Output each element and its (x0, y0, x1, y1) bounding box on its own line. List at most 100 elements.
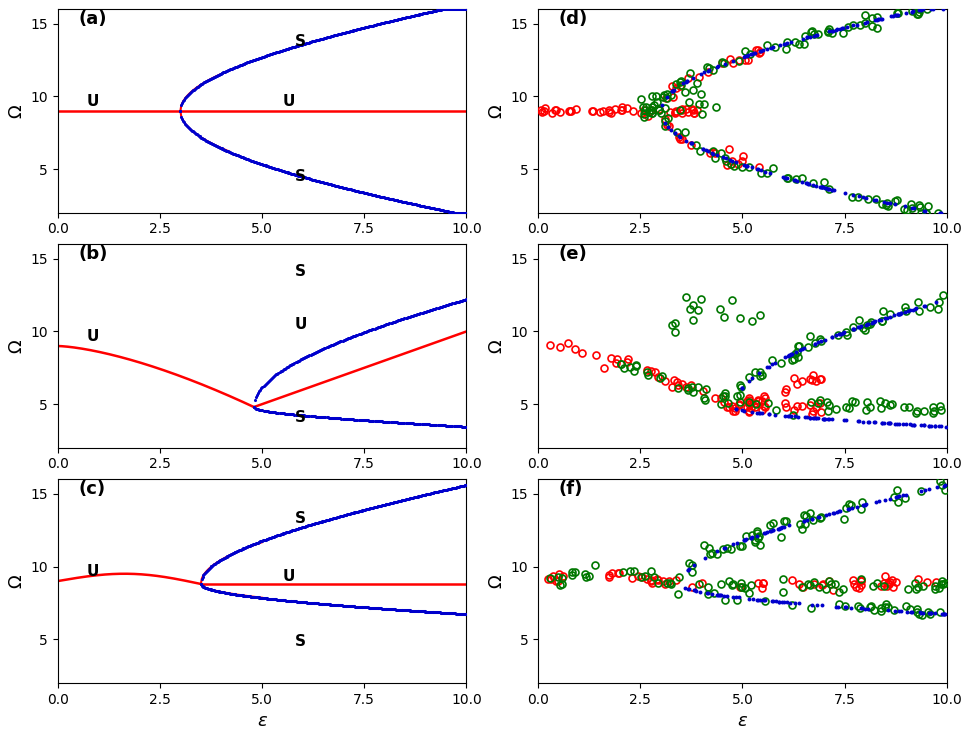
Point (285, 595, 300, 607)
Point (455, 4, 471, 15)
Point (718, 153, 734, 164)
Point (791, 598, 806, 609)
Point (310, 517, 326, 528)
Point (445, 420, 460, 432)
Point (278, 166, 294, 178)
Point (782, 597, 797, 609)
Point (341, 26, 357, 38)
Point (247, 394, 263, 406)
Point (329, 511, 345, 523)
Point (423, 606, 439, 618)
Point (435, 301, 451, 312)
Point (299, 410, 315, 422)
Point (283, 167, 298, 179)
Point (338, 182, 354, 194)
Point (336, 413, 352, 425)
Point (366, 501, 382, 513)
Point (266, 162, 281, 174)
Point (367, 602, 383, 614)
Point (323, 598, 338, 610)
Point (446, 206, 461, 218)
Point (717, 542, 733, 554)
Point (280, 167, 296, 178)
Point (257, 534, 272, 545)
Point (918, 205, 933, 217)
Point (774, 596, 790, 608)
Point (416, 200, 431, 212)
Point (289, 356, 304, 368)
Point (283, 525, 298, 537)
Point (272, 164, 288, 176)
Point (391, 604, 406, 615)
Point (448, 296, 463, 308)
Point (205, 559, 221, 571)
Point (757, 595, 772, 607)
Point (391, 416, 406, 428)
Point (349, 185, 364, 197)
Point (363, 502, 379, 514)
Point (233, 544, 248, 556)
Point (247, 402, 263, 414)
Point (237, 153, 253, 164)
Point (300, 597, 316, 609)
Point (891, 308, 907, 320)
Point (255, 381, 270, 393)
Point (771, 595, 787, 607)
Point (361, 21, 377, 32)
Point (354, 414, 369, 426)
Point (810, 413, 826, 425)
Point (225, 548, 240, 559)
Point (936, 608, 952, 620)
Point (799, 411, 815, 423)
Point (929, 481, 945, 493)
Point (254, 405, 269, 416)
Point (194, 132, 209, 144)
Point (686, 71, 702, 83)
Point (448, 607, 463, 619)
Point (333, 413, 349, 425)
Point (452, 608, 467, 620)
Point (352, 23, 367, 35)
Point (374, 416, 390, 427)
Point (240, 56, 256, 68)
Point (336, 27, 352, 39)
Point (453, 421, 469, 433)
Point (296, 352, 311, 364)
Point (443, 206, 458, 218)
Point (193, 578, 208, 590)
Point (334, 600, 350, 612)
Point (854, 603, 869, 615)
Point (192, 130, 207, 142)
Point (442, 206, 457, 217)
Point (429, 607, 445, 618)
Point (291, 170, 306, 181)
Point (399, 312, 415, 324)
Point (376, 416, 391, 427)
Point (306, 174, 322, 186)
Point (339, 509, 355, 520)
Point (667, 84, 682, 96)
Point (905, 304, 921, 315)
Point (449, 481, 464, 493)
Point (228, 149, 243, 161)
Point (432, 203, 448, 215)
Point (888, 491, 903, 503)
Point (205, 71, 221, 83)
Point (283, 595, 298, 607)
Point (420, 606, 435, 618)
Point (812, 181, 828, 192)
Point (218, 587, 234, 598)
Point (348, 601, 363, 612)
Point (387, 604, 402, 615)
Point (369, 500, 385, 512)
Point (430, 419, 446, 431)
Point (308, 346, 324, 358)
Point (724, 155, 739, 167)
Point (335, 181, 351, 193)
Point (350, 601, 365, 612)
Point (209, 140, 225, 152)
Point (391, 604, 407, 615)
Point (797, 515, 812, 527)
Point (423, 6, 439, 18)
Point (236, 590, 252, 601)
